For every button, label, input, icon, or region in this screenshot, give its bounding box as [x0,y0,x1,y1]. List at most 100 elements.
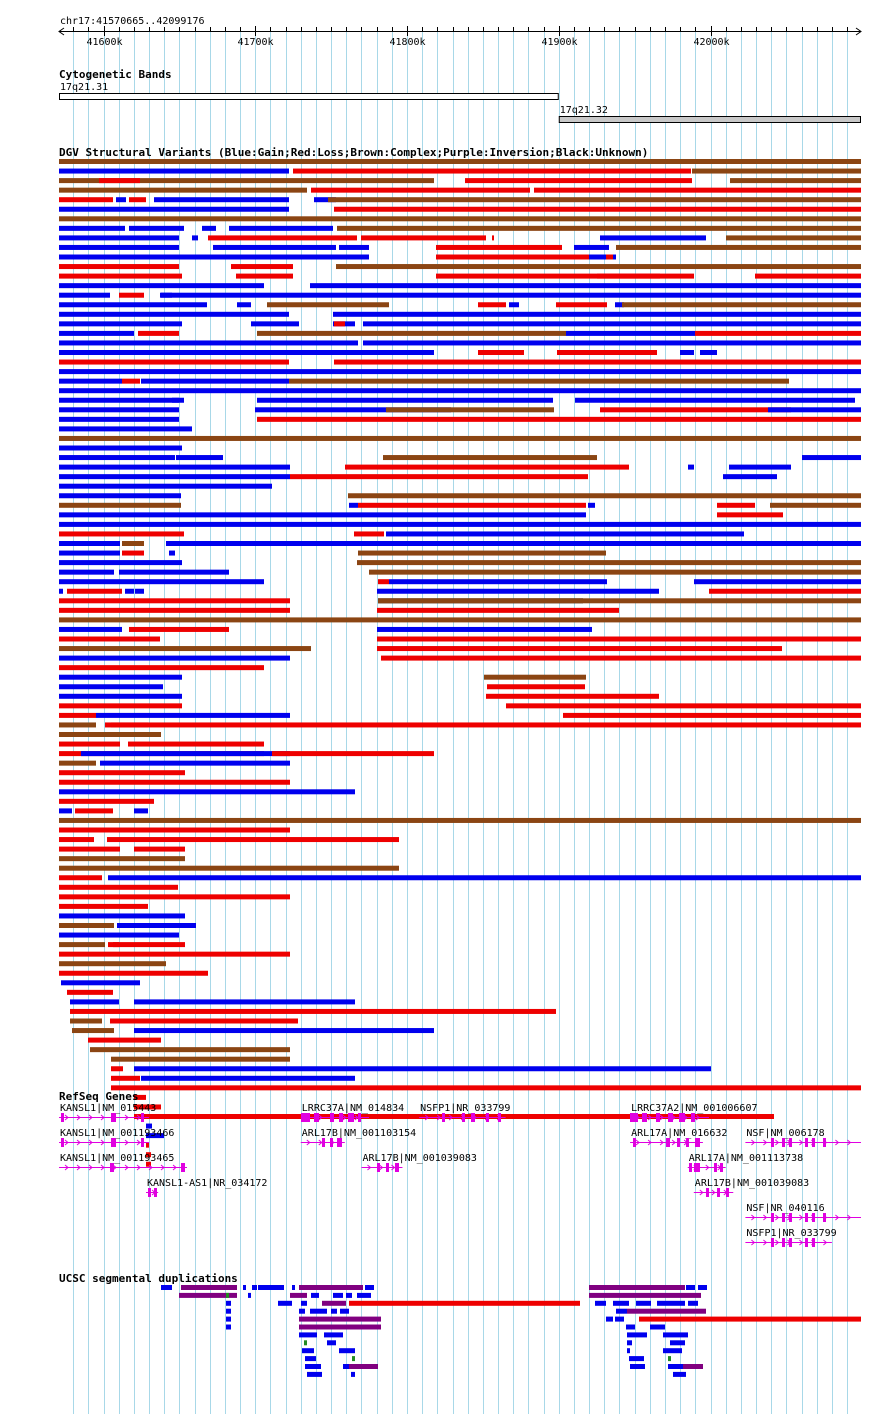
dgv-variant[interactable] [802,455,861,461]
dgv-variant[interactable] [386,407,554,413]
segdup-feature[interactable] [650,1324,665,1330]
segdup-feature[interactable] [343,1364,349,1369]
gene-exon[interactable] [656,1113,660,1122]
segdup-feature[interactable] [629,1356,644,1362]
dgv-variant[interactable] [59,435,861,441]
gene-exon[interactable] [789,1138,792,1147]
segdup-feature[interactable] [663,1332,688,1338]
dgv-variant[interactable] [349,502,358,508]
dgv-variant[interactable] [59,655,290,661]
gene-exon[interactable] [812,1238,815,1247]
segdup-feature[interactable] [161,1285,172,1290]
gene-exon[interactable] [668,1113,673,1122]
segdup-feature[interactable] [248,1292,251,1298]
gene-exon[interactable] [642,1113,647,1122]
dgv-variant[interactable] [59,817,861,823]
dgv-variant[interactable] [59,942,105,948]
gene-exon[interactable] [322,1138,325,1147]
segdup-feature[interactable] [310,1308,327,1314]
dgv-variant[interactable] [354,531,384,537]
dgv-variant[interactable] [67,588,122,594]
dgv-variant[interactable] [59,187,307,193]
dgv-variant[interactable] [770,502,861,508]
gene-exon[interactable] [633,1138,636,1147]
segdup-feature[interactable] [670,1340,685,1346]
dgv-variant[interactable] [59,340,358,346]
segdup-feature[interactable] [627,1340,632,1346]
segdup-feature[interactable] [299,1285,363,1290]
dgv-variant[interactable] [90,1047,290,1053]
segdup-feature[interactable] [299,1332,317,1338]
segdup-feature[interactable] [688,1300,698,1306]
segdup-feature[interactable] [307,1371,322,1377]
dgv-variant[interactable] [59,913,185,919]
dgv-variant[interactable] [723,474,777,480]
dgv-variant[interactable] [59,254,369,260]
dgv-variant[interactable] [59,445,182,451]
dgv-variant[interactable] [202,225,216,231]
dgv-variant[interactable] [110,1018,298,1024]
gene-label[interactable]: NSFP1|NR_033799 [746,1228,836,1239]
dgv-variant[interactable] [59,464,290,470]
dgv-variant[interactable] [59,808,72,814]
dgv-variant[interactable] [59,283,264,289]
dgv-variant[interactable] [105,722,861,728]
dgv-variant[interactable] [146,1133,164,1139]
dgv-variant[interactable] [100,760,290,766]
dgv-variant[interactable] [257,397,553,403]
dgv-variant[interactable] [59,168,289,174]
dgv-variant[interactable] [59,665,264,671]
dgv-track[interactable] [59,159,861,1167]
dgv-variant[interactable] [717,502,755,508]
dgv-variant[interactable] [161,292,861,298]
dgv-variant[interactable] [717,512,783,518]
dgv-variant[interactable] [267,302,389,308]
dgv-variant[interactable] [478,350,524,355]
dgv-variant[interactable] [134,999,355,1005]
dgv-variant[interactable] [314,197,336,203]
dgv-variant[interactable] [134,1066,711,1072]
dgv-variant[interactable] [336,264,861,270]
dgv-variant[interactable] [575,397,855,403]
segdup-feature[interactable] [226,1316,231,1322]
gene-exon[interactable] [471,1113,475,1122]
dgv-variant[interactable] [59,846,120,852]
dgv-variant[interactable] [334,321,345,327]
dgv-variant[interactable] [436,273,660,279]
dgv-variant[interactable] [166,541,861,546]
gene-exon[interactable] [789,1238,792,1247]
segdup-feature[interactable] [668,1364,688,1369]
segdup-feature[interactable] [292,1285,295,1290]
dgv-variant[interactable] [574,244,609,250]
dgv-variant[interactable] [59,894,290,900]
segdup-feature[interactable] [686,1285,695,1290]
gene-exon[interactable] [679,1113,685,1122]
dgv-variant[interactable] [59,741,120,747]
dgv-variant[interactable] [59,588,63,594]
gene-exon[interactable] [141,1138,144,1147]
dgv-variant[interactable] [119,569,229,575]
segdup-feature[interactable] [639,1316,861,1322]
segdup-feature[interactable] [589,1292,701,1298]
dgv-variant[interactable] [600,235,706,241]
dgv-variant[interactable] [59,722,96,728]
dgv-variant[interactable] [96,712,290,718]
gene-exon[interactable] [377,1163,380,1172]
dgv-variant[interactable] [59,416,179,422]
dgv-variant[interactable] [154,197,289,203]
dgv-variant[interactable] [59,521,861,527]
dgv-variant[interactable] [59,598,290,604]
dgv-variant[interactable] [236,273,293,279]
segdup-feature[interactable] [340,1308,349,1314]
dgv-variant[interactable] [138,330,179,336]
gene-exon[interactable] [771,1138,774,1147]
dgv-variant[interactable] [59,646,311,652]
dgv-variant[interactable] [117,923,196,928]
dgv-variant[interactable] [59,455,175,461]
dgv-variant[interactable] [377,588,659,594]
dgv-variant[interactable] [59,359,289,365]
dgv-variant[interactable] [59,531,184,537]
gene-label[interactable]: KANSL1|NM_001193465 [60,1153,174,1164]
dgv-variant[interactable] [59,407,179,413]
dgv-variant[interactable] [688,464,694,470]
